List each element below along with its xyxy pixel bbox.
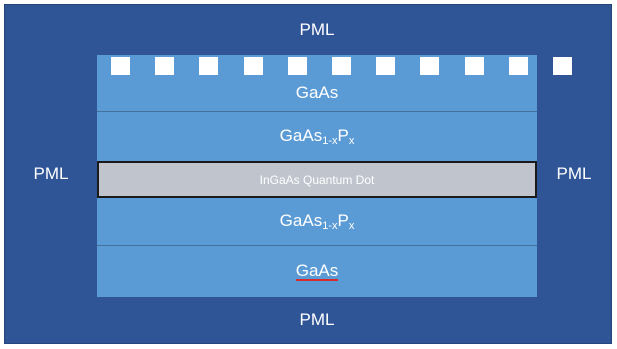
- grating-tooth: [420, 57, 440, 75]
- gaasp-top-subscript: 1-x: [322, 135, 338, 147]
- gaasp-bottom-subscript: 1-x: [322, 220, 338, 232]
- grating-tooth: [111, 57, 130, 75]
- grating-tooth: [243, 57, 263, 75]
- gaasp-top-label: GaAs1-xPx: [280, 126, 355, 147]
- gaasp-bottom-label: GaAs1-xPx: [280, 211, 355, 232]
- gaasp-bottom-p-subscript: x: [348, 220, 355, 232]
- gaas-bottom-layer: GaAs: [97, 245, 537, 297]
- pml-top-region: PML: [97, 5, 537, 55]
- gaasp-bottom-p: P: [337, 211, 349, 230]
- grating-tooth: [376, 57, 396, 75]
- grating-tooth: [464, 57, 484, 75]
- gaasp-bottom-base: GaAs: [279, 211, 323, 230]
- pml-top-label: PML: [299, 20, 335, 39]
- gaasp-top-layer: GaAs1-xPx: [97, 111, 537, 161]
- gaasp-bottom-layer: GaAs1-xPx: [97, 198, 537, 245]
- grating-tooth: [332, 57, 351, 75]
- pml-left-label: PML: [33, 164, 69, 183]
- simulation-domain: PML PML PML PML GaAs GaAs1-xPx InGaAs Qu…: [4, 4, 612, 344]
- pml-left-region: PML: [5, 5, 97, 343]
- pml-right-region: PML: [537, 5, 611, 343]
- gaasp-top-p: P: [337, 126, 349, 145]
- quantum-dot-label: InGaAs Quantum Dot: [259, 172, 375, 187]
- grating-tooth: [553, 57, 572, 75]
- gaasp-top-p-subscript: x: [348, 135, 355, 147]
- surface-grating: [97, 57, 572, 77]
- pml-bottom-region: PML: [97, 297, 537, 343]
- pml-right-label: PML: [556, 164, 592, 183]
- grating-tooth: [508, 57, 528, 75]
- gaas-top-label: GaAs: [295, 83, 339, 102]
- grating-tooth: [155, 57, 175, 75]
- gaas-bottom-label: GaAs: [295, 261, 339, 281]
- grating-tooth: [287, 57, 307, 75]
- quantum-dot-layer: InGaAs Quantum Dot: [97, 161, 537, 198]
- grating-tooth: [199, 57, 219, 75]
- pml-bottom-label: PML: [299, 310, 335, 329]
- gaasp-top-base: GaAs: [279, 126, 323, 145]
